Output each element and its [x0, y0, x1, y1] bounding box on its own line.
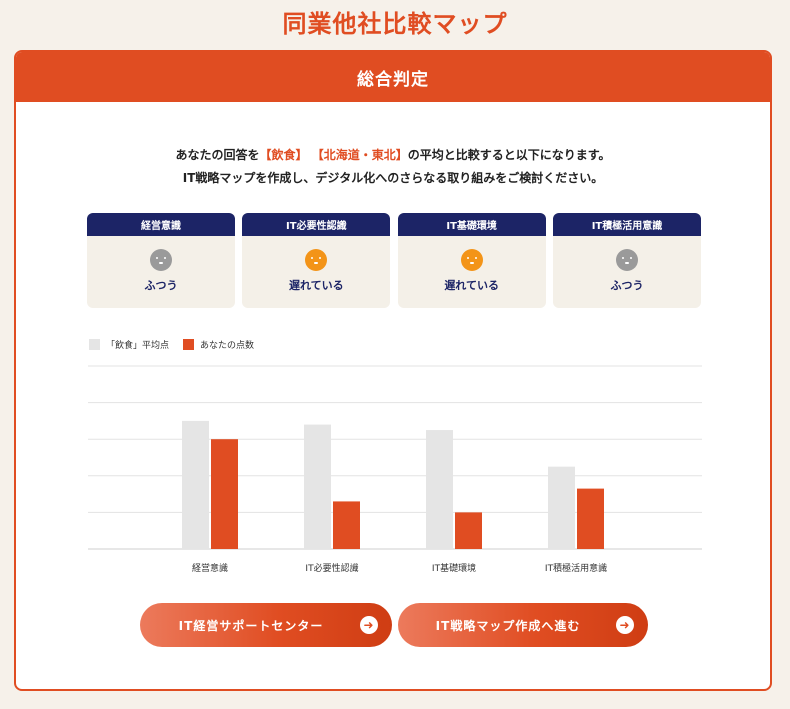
bar-average [548, 466, 575, 549]
summary-card: 総合判定 あなたの回答を【飲食】 【北海道・東北】の平均と比較すると以下になりま… [14, 50, 772, 691]
intro-text: あなたの回答を【飲食】 【北海道・東北】の平均と比較すると以下になります。 IT… [16, 144, 770, 190]
create-it-map-label: IT戦略マップ作成へ進む [435, 618, 581, 633]
bar-yours [333, 501, 360, 549]
chart-legend: 「飲食」平均点 あなたの点数 [89, 338, 268, 351]
x-tick-label: 経営意識 [192, 562, 228, 574]
category-status: 遅れている [444, 279, 499, 292]
arrow-right-icon: ➜ [616, 616, 634, 634]
category-title: IT必要性認識 [242, 213, 391, 236]
category-title: 経営意識 [87, 213, 235, 236]
category-card-it-active-use: IT積極活用意識 ふつう [552, 213, 701, 308]
region-highlight: 【北海道・東北】 [311, 148, 408, 162]
behind-face-icon [305, 249, 328, 271]
category-status: ふつう [144, 279, 178, 292]
legend-average: 「飲食」平均点 [89, 338, 169, 351]
arrow-right-icon: ➜ [360, 616, 378, 634]
intro-line-1: あなたの回答を【飲食】 【北海道・東北】の平均と比較すると以下になります。 [16, 144, 770, 167]
x-tick-label: IT積極活用意識 [545, 562, 607, 574]
bar-average [426, 430, 453, 549]
category-card-it-necessity: IT必要性認識 遅れている [242, 213, 391, 308]
intro-prefix: あなたの回答を [175, 148, 260, 162]
it-support-center-label: IT経営サポートセンター [178, 618, 324, 633]
x-tick-label: IT必要性認識 [305, 562, 358, 574]
card-header: 総合判定 [16, 52, 770, 102]
x-tick-label: IT基礎環境 [432, 562, 476, 574]
category-title: IT積極活用意識 [552, 213, 701, 236]
bar-average [182, 420, 209, 549]
category-cards: 経営意識 ふつう IT必要性認識 遅れている IT基礎環境 遅れている IT積極… [87, 213, 701, 308]
it-support-center-button[interactable]: IT経営サポートセンター ➜ [140, 603, 392, 647]
intro-suffix: の平均と比較すると以下になります。 [407, 148, 611, 162]
category-status: ふつう [610, 279, 644, 292]
legend-label-average: 「飲食」平均点 [106, 341, 170, 351]
category-card-it-foundation: IT基礎環境 遅れている [397, 213, 546, 308]
page-title: 同業他社比較マップ [282, 10, 508, 38]
legend-label-yours: あなたの点数 [200, 341, 255, 351]
behind-face-icon [460, 249, 483, 271]
bar-average [304, 424, 331, 549]
neutral-face-icon [615, 249, 638, 271]
neutral-face-icon [150, 249, 172, 271]
category-status: 遅れている [288, 279, 344, 292]
bar-yours [455, 512, 482, 549]
legend-yours: あなたの点数 [183, 338, 254, 351]
category-title: IT基礎環境 [397, 213, 546, 236]
bar-yours [577, 488, 604, 549]
legend-swatch-average [89, 339, 100, 350]
legend-swatch-yours [183, 339, 195, 350]
bar-yours [211, 439, 238, 549]
create-it-map-button[interactable]: IT戦略マップ作成へ進む ➜ [398, 603, 648, 647]
intro-line-2: IT戦略マップを作成し、デジタル化へのさらなる取り組みをご検討ください。 [182, 171, 604, 185]
comparison-bar-chart: 経営意識 IT必要性認識 IT基礎環境 IT積極活用意識 [88, 365, 702, 574]
category-card-management: 経営意識 ふつう [87, 213, 235, 308]
action-buttons: IT経営サポートセンター ➜ IT戦略マップ作成へ進む ➜ [140, 603, 648, 647]
industry-highlight: 【飲食】 [259, 148, 308, 162]
